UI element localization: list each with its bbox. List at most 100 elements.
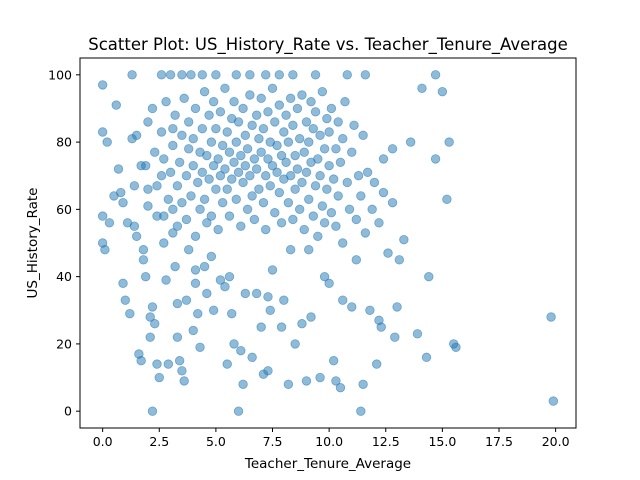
data-point xyxy=(265,305,275,315)
data-point xyxy=(186,70,196,80)
data-point xyxy=(249,154,260,164)
data-point xyxy=(136,356,146,366)
data-point xyxy=(168,123,178,134)
data-point xyxy=(290,150,300,161)
data-point xyxy=(267,83,278,93)
data-point xyxy=(188,160,198,171)
data-point xyxy=(129,181,140,191)
data-point xyxy=(177,70,187,80)
data-point xyxy=(197,123,208,134)
data-point xyxy=(211,184,221,194)
data-point xyxy=(172,181,183,191)
data-point xyxy=(145,332,155,342)
data-point xyxy=(181,171,192,181)
data-point xyxy=(310,70,321,80)
data-point xyxy=(156,127,167,137)
data-point xyxy=(242,204,253,215)
data-point xyxy=(206,211,217,221)
data-point xyxy=(213,224,223,235)
y-tick-label: 20 xyxy=(56,336,72,351)
data-point xyxy=(319,144,330,154)
data-point xyxy=(294,204,305,215)
data-point xyxy=(358,379,368,389)
data-point xyxy=(267,265,278,275)
data-point xyxy=(215,171,226,181)
data-point xyxy=(256,93,266,104)
data-point xyxy=(125,308,135,319)
data-point xyxy=(229,97,239,107)
y-tick-label: 60 xyxy=(56,202,72,217)
data-point xyxy=(177,130,187,141)
data-point xyxy=(392,302,402,312)
data-point xyxy=(308,123,318,134)
data-point xyxy=(261,171,271,181)
data-point xyxy=(451,342,461,352)
data-point xyxy=(97,211,108,221)
data-point xyxy=(360,228,371,238)
data-point xyxy=(292,103,303,114)
data-point xyxy=(317,86,328,97)
data-point xyxy=(211,123,221,134)
data-point xyxy=(424,271,434,282)
data-point xyxy=(310,181,321,191)
data-point xyxy=(430,154,441,164)
data-point xyxy=(186,191,196,201)
data-point xyxy=(315,130,325,141)
data-point xyxy=(197,167,208,178)
data-point xyxy=(387,197,398,208)
data-point xyxy=(417,83,427,93)
data-point xyxy=(233,167,244,178)
data-point xyxy=(306,312,316,322)
data-point xyxy=(310,107,321,117)
data-point xyxy=(353,171,364,181)
data-point xyxy=(371,359,382,369)
data-point xyxy=(276,322,287,332)
data-point xyxy=(145,312,155,322)
data-point xyxy=(147,103,158,114)
data-point xyxy=(172,298,183,309)
data-point xyxy=(249,214,260,225)
data-point xyxy=(279,295,289,305)
data-point xyxy=(299,147,309,157)
data-point xyxy=(315,171,325,181)
y-tick-label: 0 xyxy=(64,404,72,419)
points-layer xyxy=(97,70,559,416)
data-point xyxy=(168,228,178,238)
data-point xyxy=(159,238,169,248)
data-point xyxy=(306,97,316,107)
data-point xyxy=(356,191,366,201)
data-point xyxy=(136,160,146,171)
data-point xyxy=(170,261,180,272)
data-point xyxy=(227,174,237,184)
data-point xyxy=(276,218,287,228)
data-point xyxy=(118,278,128,289)
data-point xyxy=(184,245,194,255)
data-point xyxy=(274,187,285,198)
plot-frame xyxy=(79,57,577,429)
data-point xyxy=(227,308,237,319)
data-point xyxy=(285,93,296,104)
data-point xyxy=(179,376,189,386)
data-point xyxy=(356,406,366,416)
data-point xyxy=(272,167,282,178)
data-point xyxy=(294,134,305,144)
data-point xyxy=(179,93,189,104)
data-point xyxy=(97,80,108,90)
data-point xyxy=(444,137,454,147)
y-tick-label: 40 xyxy=(56,269,72,284)
data-point xyxy=(251,164,262,174)
data-point xyxy=(220,83,230,93)
data-point xyxy=(204,110,214,120)
data-point xyxy=(217,197,228,208)
data-point xyxy=(288,120,298,130)
data-point xyxy=(326,103,337,114)
data-point xyxy=(161,275,171,285)
data-point xyxy=(283,197,294,208)
data-point xyxy=(131,231,142,241)
data-point xyxy=(326,208,337,218)
data-point xyxy=(229,339,239,349)
data-point xyxy=(150,147,160,157)
data-point xyxy=(150,319,160,329)
x-tick-label: 17.5 xyxy=(485,434,513,449)
data-point xyxy=(217,140,228,151)
